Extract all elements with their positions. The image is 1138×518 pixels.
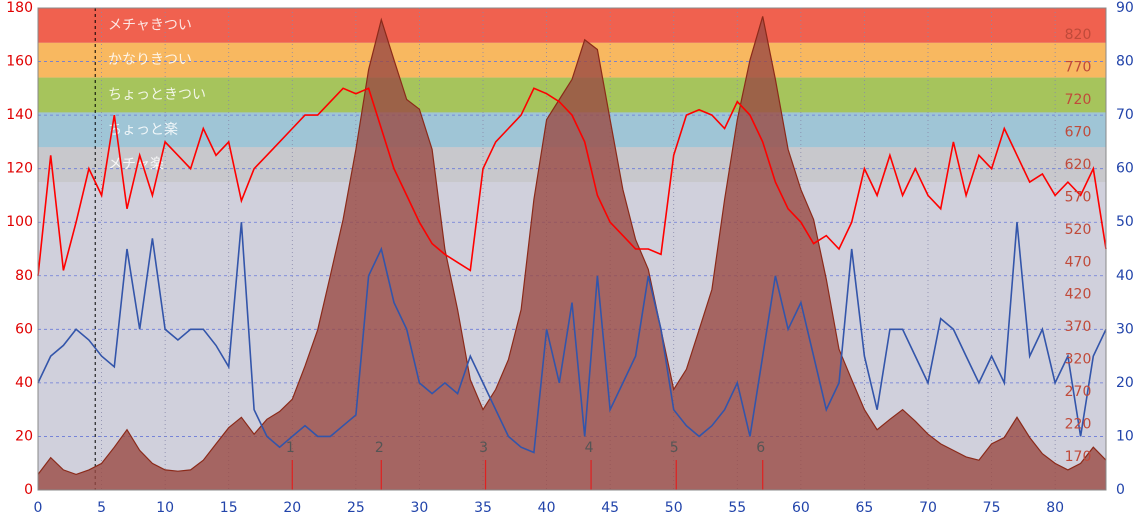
y2-tick-label: 80 bbox=[1116, 54, 1134, 70]
marker-label: 4 bbox=[585, 440, 594, 456]
x-tick-label: 60 bbox=[792, 500, 810, 516]
elevation-area bbox=[38, 16, 1106, 491]
y-tick-label: 120 bbox=[6, 161, 33, 177]
x-tick-label: 20 bbox=[283, 500, 301, 516]
y-tick-label: 160 bbox=[6, 54, 33, 70]
y3-tick-label: 170 bbox=[1065, 449, 1092, 465]
elevation-line bbox=[37, 16, 1107, 476]
y-tick-label: 0 bbox=[24, 482, 33, 498]
x-tick-label: 35 bbox=[474, 500, 492, 516]
y3-tick-label: 770 bbox=[1065, 60, 1092, 76]
y2-tick-label: 70 bbox=[1116, 107, 1134, 123]
y3-tick-label: 820 bbox=[1065, 27, 1092, 43]
y-tick-label: 140 bbox=[6, 107, 33, 123]
x-tick-label: 55 bbox=[728, 500, 746, 516]
series-line bbox=[37, 87, 1107, 276]
y-tick-label: 60 bbox=[15, 321, 33, 337]
y3-tick-label: 720 bbox=[1065, 92, 1092, 108]
y3-tick-label: 420 bbox=[1065, 287, 1092, 303]
marker-label: 6 bbox=[756, 440, 765, 456]
y-tick-label: 40 bbox=[15, 375, 33, 391]
x-tick-label: 10 bbox=[156, 500, 174, 516]
series-line bbox=[37, 222, 1107, 454]
y3-tick-label: 570 bbox=[1065, 189, 1092, 205]
y3-tick-label: 620 bbox=[1065, 157, 1092, 173]
plot-frame bbox=[37, 7, 1107, 491]
x-tick-label: 80 bbox=[1046, 500, 1064, 516]
x-tick-label: 5 bbox=[97, 500, 106, 516]
x-tick-label: 40 bbox=[538, 500, 556, 516]
y3-tick-label: 520 bbox=[1065, 222, 1092, 238]
y3-tick-label: 370 bbox=[1065, 319, 1092, 335]
y2-tick-label: 0 bbox=[1116, 482, 1125, 498]
x-tick-label: 75 bbox=[983, 500, 1001, 516]
y2-tick-label: 90 bbox=[1116, 0, 1134, 16]
y-tick-label: 80 bbox=[15, 268, 33, 284]
x-tick-label: 0 bbox=[34, 500, 43, 516]
y3-tick-label: 220 bbox=[1065, 416, 1092, 432]
y-tick-label: 180 bbox=[6, 0, 33, 16]
y-tick-label: 20 bbox=[15, 428, 33, 444]
zone-label: ちょっときつい bbox=[108, 87, 206, 103]
y3-tick-label: 470 bbox=[1065, 254, 1092, 270]
y3-tick-label: 320 bbox=[1065, 352, 1092, 368]
y3-tick-label: 670 bbox=[1065, 125, 1092, 141]
y2-tick-label: 20 bbox=[1116, 375, 1134, 391]
y-tick-label: 100 bbox=[6, 214, 33, 230]
zone-band bbox=[38, 42, 1106, 78]
marker-label: 5 bbox=[670, 440, 679, 456]
y3-tick-label: 270 bbox=[1065, 384, 1092, 400]
y2-tick-label: 10 bbox=[1116, 428, 1134, 444]
y2-tick-label: 40 bbox=[1116, 268, 1134, 284]
x-tick-label: 65 bbox=[856, 500, 874, 516]
x-tick-label: 25 bbox=[347, 500, 365, 516]
y2-tick-label: 50 bbox=[1116, 214, 1134, 230]
marker-label: 2 bbox=[375, 440, 384, 456]
zone-band bbox=[38, 8, 1106, 43]
zone-label: ちょっと楽 bbox=[108, 122, 178, 138]
zone-label: かなりきつい bbox=[108, 52, 192, 68]
zone-label: メチャきつい bbox=[108, 17, 192, 33]
marker-label: 3 bbox=[479, 440, 488, 456]
x-tick-label: 15 bbox=[220, 500, 238, 516]
x-tick-label: 50 bbox=[665, 500, 683, 516]
x-tick-label: 45 bbox=[601, 500, 619, 516]
x-tick-label: 70 bbox=[919, 500, 937, 516]
marker-label: 1 bbox=[286, 440, 295, 456]
x-tick-label: 30 bbox=[411, 500, 429, 516]
y2-tick-label: 30 bbox=[1116, 321, 1134, 337]
y2-tick-label: 60 bbox=[1116, 161, 1134, 177]
